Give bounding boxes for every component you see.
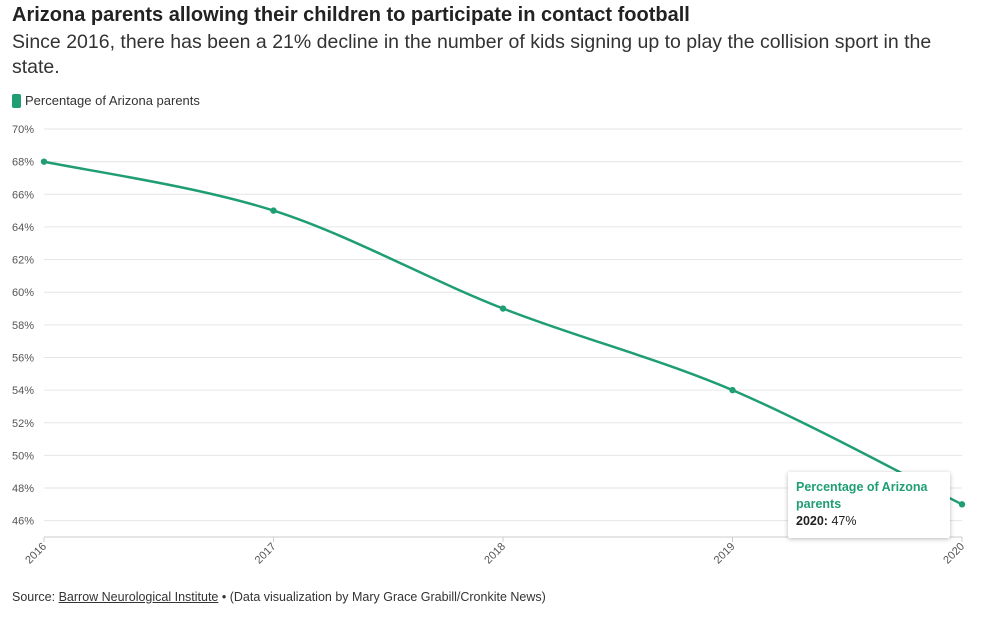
chart-title: Arizona parents allowing their children …: [12, 4, 690, 26]
data-point-2017: [270, 207, 277, 214]
grid-lines: [44, 128, 962, 538]
y-tick-label: 54%: [12, 385, 34, 397]
y-tick-label: 68%: [12, 157, 34, 169]
source-note: Source: Barrow Neurological Institute • …: [12, 590, 546, 604]
y-tick-label: 50%: [12, 450, 34, 462]
source-link[interactable]: Barrow Neurological Institute: [58, 590, 219, 604]
data-tooltip: Percentage of Arizona parents 2020: 47%: [788, 472, 950, 538]
legend-swatch: [12, 93, 21, 108]
chart-subtitle: Since 2016, there has been a 21% decline…: [12, 31, 932, 78]
x-tick-label: 2018: [482, 541, 508, 567]
y-tick-label: 70%: [12, 124, 34, 136]
y-tick-label: 62%: [12, 255, 34, 267]
y-tick-label: 56%: [12, 352, 34, 364]
data-point-2018: [499, 305, 507, 312]
x-tick-label: 2020: [941, 541, 967, 567]
y-tick-label: 64%: [12, 222, 34, 234]
tooltip-series-name: Percentage of Arizona parents: [796, 480, 928, 511]
x-tick-label: 2016: [23, 541, 49, 567]
source-credit: (Data visualization by Mary Grace Grabil…: [229, 590, 546, 604]
data-point-2019: [729, 386, 736, 394]
x-tick-label: 2019: [712, 541, 738, 567]
x-axis-ticks: 2016 2017 2018 2019 2020: [23, 537, 967, 566]
y-tick-label: 52%: [12, 418, 34, 430]
legend-label: Percentage of Arizona parents: [25, 93, 200, 108]
series-layer: [40, 158, 966, 508]
tooltip-value-line: 2020: 47%: [796, 514, 857, 528]
y-tick-label: 48%: [12, 483, 34, 495]
tooltip-year: 2020:: [796, 514, 828, 528]
x-tick-label: 2017: [253, 541, 279, 567]
source-bullet: •: [221, 590, 227, 604]
y-tick-label: 66%: [12, 189, 34, 201]
y-tick-label: 58%: [12, 320, 34, 332]
source-prefix: Source:: [12, 590, 56, 604]
y-tick-label: 46%: [12, 516, 34, 528]
data-point-2020: [958, 501, 966, 508]
legend: Percentage of Arizona parents: [12, 93, 200, 108]
y-axis-ticks: 70% 68% 66% 64% 62% 60% 58% 56% 54% 52% 50% 48% 46%: [12, 124, 34, 528]
y-tick-label: 60%: [12, 287, 34, 299]
tooltip-value: 47%: [831, 514, 857, 528]
data-point-2016: [40, 158, 48, 165]
series-line: [43, 160, 963, 506]
